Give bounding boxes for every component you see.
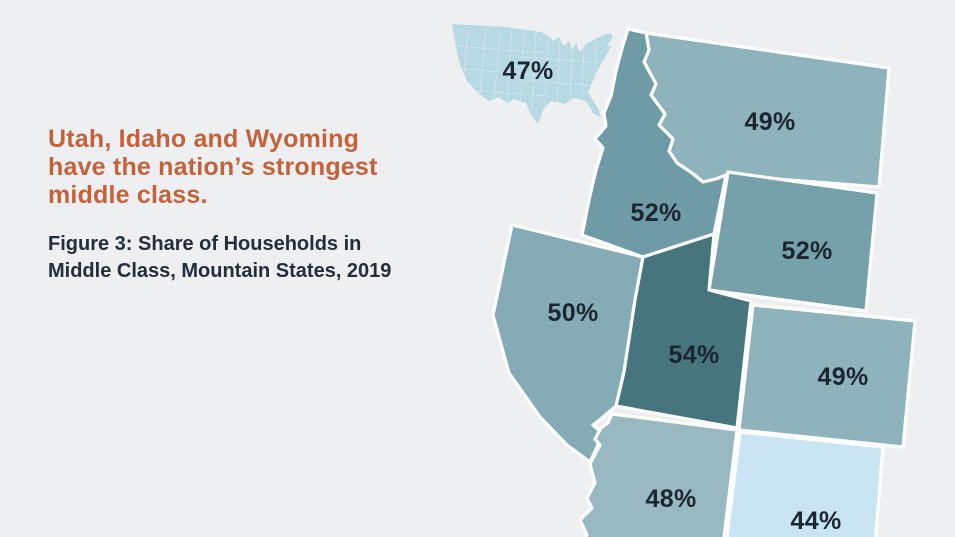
us-value-label: 47%: [503, 57, 554, 85]
state-wyoming: [707, 170, 879, 313]
headline-line-1: Utah, Idaho and Wyoming: [48, 125, 360, 153]
new-mexico-value-label: 44%: [791, 507, 842, 535]
text-block: Utah, Idaho and Wyoming have the nation’…: [48, 125, 408, 285]
us-inset-state-lines: [453, 27, 602, 118]
state-colorado: [737, 303, 917, 449]
colorado-value-label: 49%: [818, 363, 869, 391]
state-arizona: [578, 412, 739, 537]
state-idaho: [580, 27, 728, 259]
caption-line-1: Figure 3: Share of Households in: [48, 233, 362, 255]
arizona-value-label: 48%: [646, 485, 697, 513]
state-utah: [614, 232, 753, 430]
idaho-value-label: 52%: [631, 199, 682, 227]
utah-value-label: 54%: [669, 341, 720, 369]
montana-value-label: 49%: [745, 108, 796, 136]
headline-line-2: have the nation’s strongest: [48, 153, 378, 181]
headline: Utah, Idaho and Wyoming have the nation’…: [48, 125, 408, 209]
state-new-mexico: [725, 430, 885, 537]
caption-line-2: Middle Class, Mountain States, 2019: [48, 260, 392, 282]
nevada-value-label: 50%: [548, 299, 599, 327]
wyoming-value-label: 52%: [782, 237, 833, 265]
headline-line-3: middle class.: [48, 181, 208, 209]
figure-caption: Figure 3: Share of Households in Middle …: [48, 231, 408, 285]
us-inset-map: 47%: [452, 24, 613, 124]
